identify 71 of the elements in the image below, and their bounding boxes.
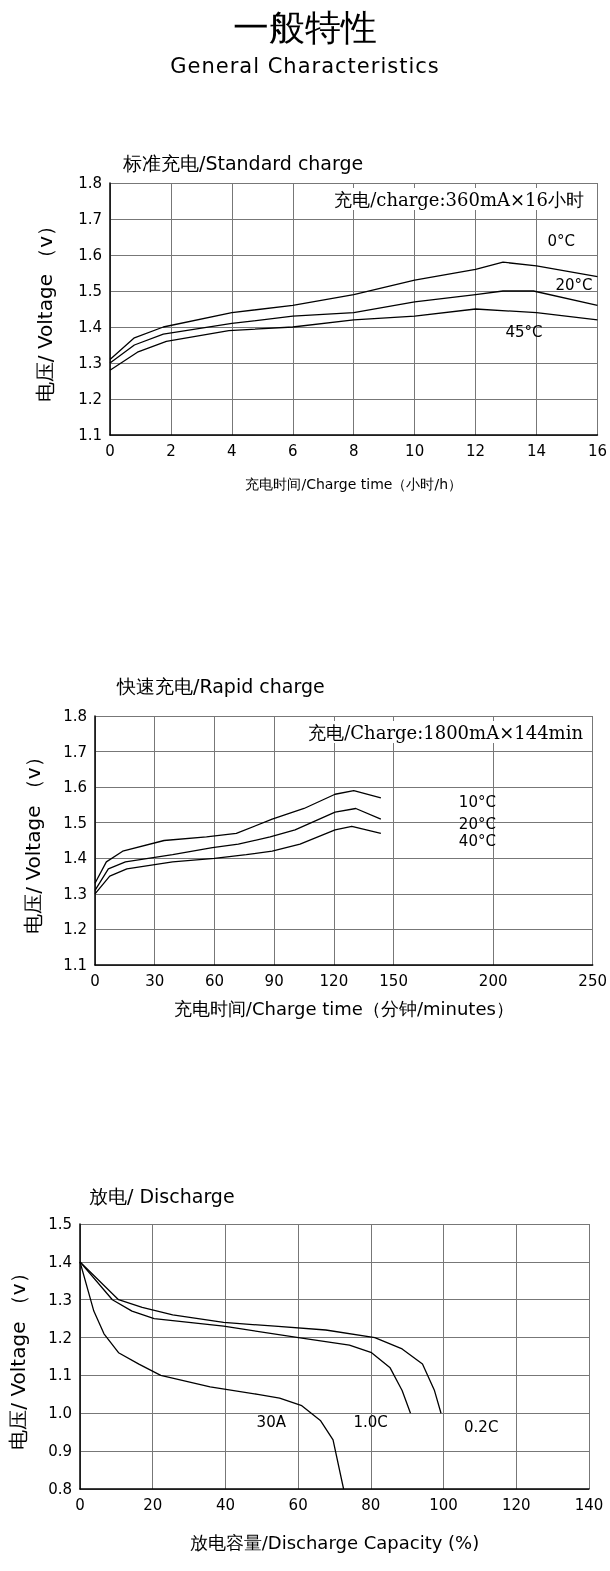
y-tick-label: 1.2 [78, 390, 102, 408]
x-tick-label: 60 [204, 971, 224, 990]
y-tick-label: 0.9 [48, 1442, 72, 1461]
x-tick-label: 140 [574, 1495, 604, 1514]
y-tick-label: 0.8 [48, 1480, 72, 1498]
annotation: 充电/charge:360mA×16小时 [334, 188, 585, 210]
y-tick-label: 1.8 [78, 174, 102, 192]
y-tick-label: 1.4 [48, 1252, 72, 1271]
x-tick-label: 4 [227, 441, 237, 460]
x-tick-label: 150 [379, 971, 408, 990]
y-tick-label: 1.4 [78, 318, 102, 336]
x-tick-label: 12 [466, 441, 486, 460]
x-tick-label: 20 [143, 1495, 163, 1514]
x-tick-label: 100 [429, 1495, 458, 1514]
x-axis-title: 充电时间/Charge time（小时/h） [245, 476, 463, 492]
series-label: 0°C [547, 231, 575, 250]
x-axis-title: 放电容量/Discharge Capacity (%) [189, 1531, 480, 1553]
text: 20°C [458, 815, 496, 834]
text: General Characteristics [169, 54, 441, 78]
text: 一般特性 [232, 6, 378, 50]
x-tick-label: 200 [478, 971, 508, 990]
y-axis-title: 电压/ Voltage （v） [33, 215, 57, 403]
x-tick-label: 2 [166, 441, 176, 460]
chart-title: 标准充电/Standard charge [122, 151, 364, 174]
series-label: 30A [256, 1413, 287, 1431]
x-tick-label: 8 [348, 441, 359, 460]
x-axis-title: 充电时间/Charge time（分钟/minutes） [173, 997, 514, 1019]
x-tick-label: 10 [405, 441, 425, 460]
y-tick-label: 1.2 [63, 920, 87, 939]
y-tick-label: 1.3 [78, 354, 102, 372]
x-tick-label: 80 [361, 1495, 381, 1514]
x-tick-label: 120 [319, 971, 349, 990]
series-label: 20°C [555, 276, 593, 295]
text: 40°C [458, 832, 496, 851]
y-tick-label: 1.2 [48, 1328, 72, 1347]
y-tick-label: 1.5 [48, 1215, 72, 1233]
y-tick-label: 1.4 [63, 849, 87, 868]
y-tick-label: 1.1 [63, 956, 87, 974]
x-tick-label: 14 [526, 441, 547, 460]
series-label: 0.2C [464, 1418, 499, 1437]
y-axis-title: 电压/ Voltage （v） [6, 1263, 30, 1450]
x-tick-label: 16 [587, 441, 607, 460]
y-tick-label: 1.7 [63, 742, 87, 761]
x-tick-label: 0 [105, 441, 115, 460]
chart-title: 快速充电/Rapid charge [116, 674, 325, 697]
x-tick-label: 120 [501, 1495, 531, 1514]
x-tick-label: 90 [264, 971, 284, 990]
y-tick-label: 1.7 [78, 210, 102, 228]
series-label: 45°C [505, 322, 543, 341]
series-label: 1.0C [353, 1413, 388, 1432]
y-tick-label: 1.3 [63, 884, 87, 903]
x-tick-label: 6 [288, 441, 298, 460]
y-tick-label: 1.1 [48, 1366, 72, 1385]
x-tick-label: 30 [145, 971, 165, 990]
text: 10°C [458, 792, 496, 811]
y-tick-label: 1.6 [78, 246, 102, 264]
x-tick-label: 60 [288, 1495, 308, 1514]
y-tick-label: 1.3 [48, 1290, 72, 1309]
chart-title: 放电/ Discharge [89, 1184, 235, 1207]
x-tick-label: 0 [90, 971, 100, 990]
y-tick-label: 1.8 [63, 707, 87, 725]
y-tick-label: 1.0 [48, 1404, 72, 1423]
y-tick-label: 1.5 [78, 282, 102, 300]
x-tick-label: 40 [215, 1495, 235, 1514]
y-tick-label: 1.5 [63, 813, 87, 832]
y-axis-title: 电压/ Voltage （v） [21, 747, 45, 934]
x-tick-label: 250 [578, 971, 608, 990]
y-tick-label: 1.6 [63, 778, 87, 797]
x-tick-label: 0 [75, 1495, 85, 1514]
annotation: 充电/Charge:1800mA×144min [308, 721, 584, 743]
y-tick-label: 1.1 [78, 426, 102, 444]
